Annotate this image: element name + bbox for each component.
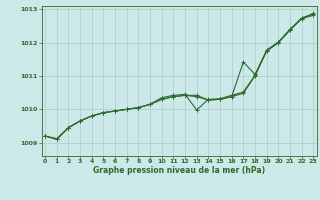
X-axis label: Graphe pression niveau de la mer (hPa): Graphe pression niveau de la mer (hPa): [93, 166, 265, 175]
